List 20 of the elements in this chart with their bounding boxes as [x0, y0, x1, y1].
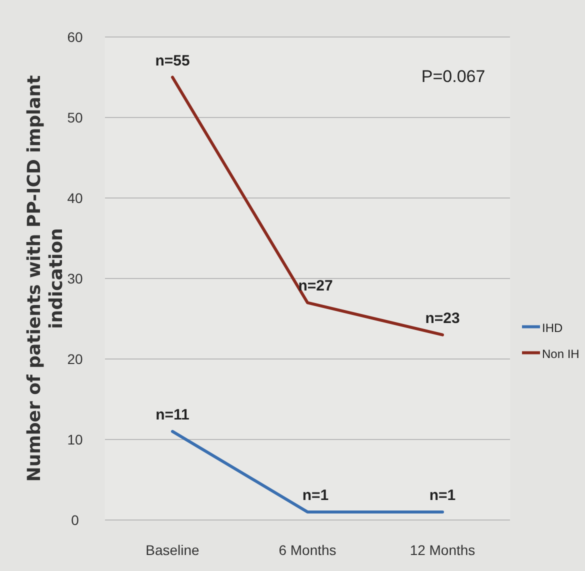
y-tick-label: 50: [67, 110, 83, 126]
legend-label: IHD: [542, 320, 563, 335]
data-label: n=1: [429, 486, 456, 504]
data-label: n=23: [425, 310, 460, 327]
data-label: n=27: [298, 278, 333, 295]
y-tick-label: 30: [67, 270, 83, 286]
x-tick-label: 6 Months: [278, 542, 336, 558]
data-label: n=11: [156, 406, 190, 424]
y-axis-title: Number of patients with PP-ICD implant indication: [24, 74, 67, 482]
legend-label: Non IH: [542, 346, 580, 361]
data-label: n=1: [302, 486, 329, 504]
y-tick-label: 10: [67, 432, 83, 448]
y-tick-label: 20: [67, 351, 83, 367]
y-tick-label: 60: [67, 29, 83, 45]
data-label: n=55: [155, 52, 190, 70]
y-tick-label: 40: [67, 190, 83, 206]
x-tick-label: Baseline: [146, 542, 200, 558]
x-tick-label: 12 Months: [410, 542, 476, 558]
y-tick-label: 0: [71, 512, 80, 528]
annotation: P=0.067: [421, 67, 486, 86]
